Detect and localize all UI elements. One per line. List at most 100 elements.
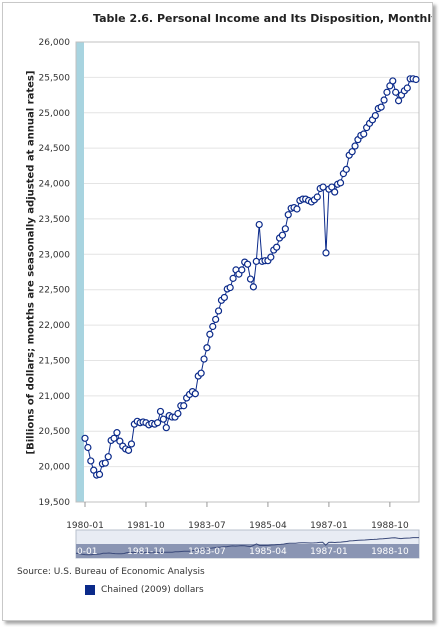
data-point[interactable] <box>403 84 411 92</box>
x-axis-ticks: 1980-01 1981-10 1983-07 1985-04 1987-01 1988-… <box>66 502 409 531</box>
x-tick-label: 1985-04 <box>249 521 287 531</box>
data-point[interactable] <box>203 344 211 352</box>
navigator-label: 1985-04 <box>249 547 287 557</box>
data-point[interactable] <box>371 111 379 120</box>
data-point[interactable] <box>249 283 258 291</box>
navigator-label: 1988-10 <box>371 547 409 557</box>
data-point[interactable] <box>214 307 223 315</box>
x-tick-label: 1983-07 <box>188 521 226 531</box>
data-point[interactable] <box>284 211 292 219</box>
data-point[interactable] <box>389 77 397 85</box>
data-point[interactable] <box>394 97 403 105</box>
data-point[interactable] <box>162 424 170 432</box>
y-tick-label: 24,000 <box>39 180 71 190</box>
data-point[interactable] <box>87 457 95 465</box>
y-tick-label: 21,000 <box>39 392 71 402</box>
data-point[interactable] <box>342 165 350 173</box>
legend-swatch <box>85 585 95 595</box>
y-tick-label: 20,000 <box>39 463 71 473</box>
y-tick-label: 20,500 <box>39 427 71 437</box>
x-tick-label: 1987-01 <box>310 521 348 531</box>
data-point[interactable] <box>206 330 214 338</box>
source-note: Source: U.S. Bureau of Economic Analysis <box>17 567 205 577</box>
data-point[interactable] <box>336 179 345 187</box>
y-tick-label: 21,500 <box>39 356 71 366</box>
x-tick-label: 1980-01 <box>66 521 104 531</box>
data-point[interactable] <box>180 402 188 410</box>
series-points <box>81 75 420 479</box>
navigator-labels: 0-01 1981-10 1983-07 1985-04 1987-01 1988-10 <box>77 547 409 557</box>
y-tick-label: 22,500 <box>39 286 71 296</box>
y-tick-label: 24,500 <box>39 144 71 154</box>
data-point[interactable] <box>377 103 385 111</box>
data-point[interactable] <box>159 415 167 423</box>
data-point[interactable] <box>101 459 109 467</box>
data-point[interactable] <box>209 322 217 331</box>
data-point[interactable] <box>319 183 327 191</box>
data-point[interactable] <box>331 188 339 196</box>
chart-title: Table 2.6. Personal Income and Its Dispo… <box>93 12 433 25</box>
legend[interactable]: Chained (2009) dollars <box>85 585 204 595</box>
data-point[interactable] <box>243 260 252 268</box>
data-point[interactable] <box>226 283 234 292</box>
data-point[interactable] <box>212 315 220 324</box>
grid-lines <box>76 41 419 503</box>
plot-area-border <box>75 41 420 503</box>
data-point[interactable] <box>238 266 246 274</box>
navigator-series-line <box>75 537 419 556</box>
navigator-selected-range[interactable] <box>76 544 419 558</box>
data-point[interactable] <box>110 434 118 442</box>
data-point[interactable] <box>380 96 388 104</box>
chart-frame: Table 2.6. Personal Income and Its Dispo… <box>2 2 433 621</box>
data-point[interactable] <box>246 275 255 283</box>
data-point[interactable] <box>174 409 182 418</box>
y-tick-label: 25,500 <box>39 73 71 83</box>
data-point[interactable] <box>322 249 330 257</box>
data-point[interactable] <box>81 434 89 442</box>
data-point[interactable] <box>153 419 162 427</box>
data-point[interactable] <box>351 142 359 150</box>
data-point[interactable] <box>197 369 205 377</box>
y-axis-ticks: 26,000 25,500 25,000 24,500 24,000 23,500 23,0… <box>39 38 71 508</box>
navigator[interactable]: 0-01 1981-10 1983-07 1985-04 1987-01 1988-10 <box>75 529 420 559</box>
data-point[interactable] <box>156 407 165 416</box>
plot-left-band <box>76 42 84 502</box>
data-point[interactable] <box>273 243 281 251</box>
navigator-label: 1983-07 <box>188 547 226 557</box>
data-point[interactable] <box>113 429 121 437</box>
navigator-label: 1987-01 <box>310 547 348 557</box>
x-tick-label: 1981-10 <box>127 521 165 531</box>
data-point[interactable] <box>313 193 321 201</box>
navigator-label: 0-01 <box>77 547 97 557</box>
y-tick-label: 26,000 <box>39 38 71 48</box>
y-tick-label: 19,500 <box>39 498 71 508</box>
data-point[interactable] <box>278 231 287 239</box>
data-point[interactable] <box>267 253 275 261</box>
data-point[interactable] <box>360 130 368 138</box>
legend-label: Chained (2009) dollars <box>101 585 204 595</box>
data-point[interactable] <box>200 355 208 363</box>
y-tick-label: 23,500 <box>39 215 71 225</box>
data-point[interactable] <box>191 390 199 398</box>
data-point[interactable] <box>220 293 228 302</box>
data-point[interactable] <box>252 257 260 265</box>
data-point[interactable] <box>229 274 237 282</box>
data-point[interactable] <box>281 225 289 233</box>
x-tick-label: 1988-10 <box>371 521 409 531</box>
data-point[interactable] <box>383 88 391 96</box>
data-point[interactable] <box>104 453 112 461</box>
data-point[interactable] <box>255 220 263 229</box>
y-tick-label: 25,000 <box>39 109 71 119</box>
data-point[interactable] <box>412 75 420 84</box>
data-point[interactable] <box>124 446 133 454</box>
chart-svg: 26,000 25,500 25,000 24,500 24,000 23,500 23,0… <box>39 38 420 559</box>
y-tick-label: 22,000 <box>39 321 71 331</box>
data-point[interactable] <box>127 440 136 448</box>
data-point[interactable] <box>293 205 301 213</box>
data-point[interactable] <box>348 148 356 156</box>
data-point[interactable] <box>84 443 92 452</box>
data-point[interactable] <box>95 470 104 478</box>
navigator-label: 1981-10 <box>127 547 165 557</box>
y-tick-label: 23,000 <box>39 250 71 260</box>
data-point[interactable] <box>392 88 400 96</box>
